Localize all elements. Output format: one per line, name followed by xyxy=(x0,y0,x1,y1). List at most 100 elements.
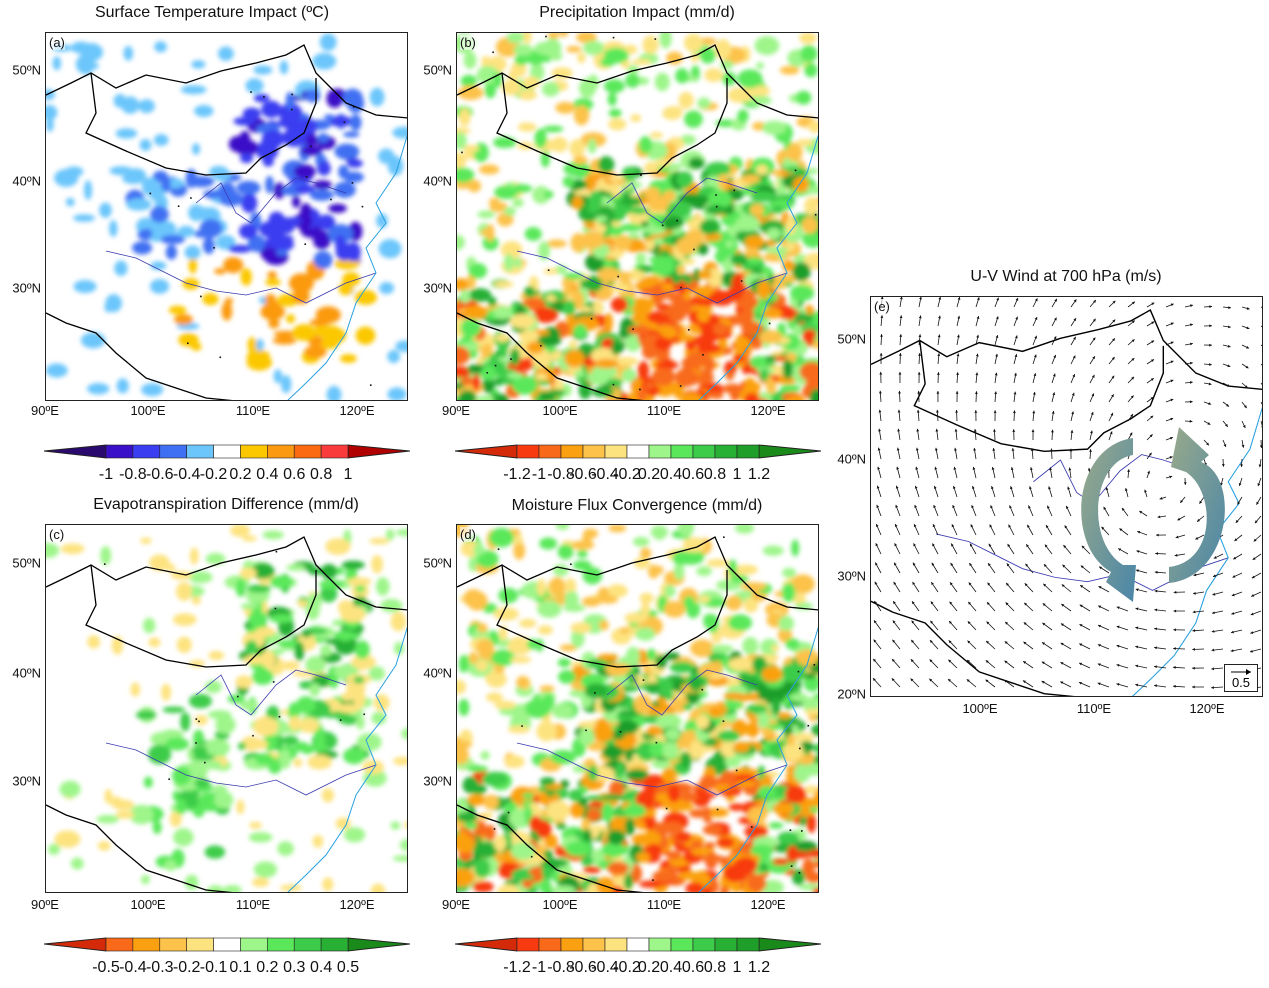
wind-vector xyxy=(1135,683,1148,688)
significance-dot xyxy=(800,830,803,832)
lon-tick-label: 110ºE xyxy=(646,897,682,912)
wind-vector xyxy=(876,504,882,517)
field-cell xyxy=(143,776,153,788)
wind-vector xyxy=(1043,563,1053,574)
field-cell xyxy=(395,340,407,353)
wind-vector xyxy=(1192,629,1205,633)
wind-vector xyxy=(911,620,920,631)
field-cell xyxy=(519,328,539,344)
significance-dot xyxy=(190,197,192,199)
field-cell xyxy=(194,104,214,118)
colorbar-label: -0.1 xyxy=(199,959,228,976)
field-cell xyxy=(621,166,637,181)
wind-vector xyxy=(1135,569,1148,574)
field-cell xyxy=(46,363,68,378)
field-cell xyxy=(746,875,767,892)
field-cell xyxy=(782,359,793,380)
field-cell xyxy=(317,161,331,176)
field-cell xyxy=(501,80,522,96)
field-cell xyxy=(645,843,663,858)
field-cell xyxy=(247,234,266,253)
wind-vector xyxy=(930,620,939,631)
field-cell xyxy=(785,215,796,235)
field-cell xyxy=(390,821,401,830)
field-cell xyxy=(165,244,177,260)
field-cell xyxy=(597,267,621,283)
wind-vector xyxy=(915,447,920,460)
field-cell xyxy=(597,595,619,604)
wind-vector xyxy=(1116,663,1129,669)
wind-vector xyxy=(971,485,977,498)
field-cell xyxy=(592,825,609,832)
wind-vector xyxy=(1184,342,1193,346)
field-cell xyxy=(504,755,525,769)
wind-vector xyxy=(1154,646,1167,650)
field-cell xyxy=(510,313,536,329)
field-cell xyxy=(100,546,112,566)
wind-vector xyxy=(929,659,939,669)
field-cell xyxy=(747,806,767,824)
field-cell xyxy=(509,656,532,664)
wind-vector xyxy=(937,334,941,346)
field-cell xyxy=(644,161,658,175)
colorbar-box xyxy=(516,444,540,459)
field-cell xyxy=(640,220,650,228)
wind-vector xyxy=(892,639,901,650)
field-cell xyxy=(697,97,711,109)
field-cell xyxy=(555,101,576,114)
significance-dot xyxy=(797,670,800,673)
colorbar-label: 1 xyxy=(732,466,742,483)
wind-vector xyxy=(1089,430,1093,441)
field-cell xyxy=(550,885,576,892)
wind-vector xyxy=(972,466,977,479)
wind-vector xyxy=(994,334,999,346)
significance-dot xyxy=(768,322,771,325)
wind-vector xyxy=(1101,526,1110,536)
field-cell xyxy=(813,743,818,754)
field-cell xyxy=(305,88,321,103)
field-cell xyxy=(698,595,710,603)
wind-vector xyxy=(1013,335,1018,346)
field-cell xyxy=(806,813,817,833)
country-border xyxy=(496,72,728,176)
field-cell xyxy=(328,203,347,214)
wind-vector xyxy=(1051,317,1057,327)
field-cell xyxy=(325,638,343,645)
wind-vector xyxy=(1136,550,1148,555)
field-cell xyxy=(467,765,489,773)
lon-tick-label: 120ºE xyxy=(1189,701,1225,716)
wind-vector xyxy=(988,543,996,555)
wind-vector xyxy=(1177,515,1186,521)
field-cell xyxy=(595,215,608,223)
wind-vector xyxy=(1144,489,1148,498)
field-cell xyxy=(572,765,588,773)
field-cell xyxy=(65,197,75,207)
field-cell xyxy=(654,72,670,92)
field-cell xyxy=(641,232,652,239)
field-cell xyxy=(54,830,81,848)
field-cell xyxy=(610,296,628,313)
colorbar-label: 0.2 xyxy=(256,959,279,976)
field-cell xyxy=(712,784,731,792)
wind-vector xyxy=(1097,624,1110,631)
field-cell xyxy=(603,47,629,64)
field-cell xyxy=(246,354,273,371)
lon-tick-label: 100ºE xyxy=(542,897,578,912)
field-cell xyxy=(113,93,127,108)
field-cell xyxy=(613,356,639,366)
field-cell xyxy=(697,242,709,256)
lat-tick-label: 30ºN xyxy=(423,773,452,789)
wind-vector xyxy=(1009,505,1015,517)
wind-vector xyxy=(1157,515,1167,519)
significance-dot xyxy=(263,96,265,98)
wind-vector xyxy=(930,601,939,612)
field-cell xyxy=(354,640,370,660)
field-cell xyxy=(727,286,743,301)
wind-vector xyxy=(898,353,902,365)
field-cell xyxy=(463,589,484,608)
field-cell xyxy=(722,383,744,394)
field-cell xyxy=(603,79,625,93)
field-cell xyxy=(724,754,741,768)
colorbar-label: 0.2 xyxy=(229,466,252,483)
field-cell xyxy=(563,162,588,176)
